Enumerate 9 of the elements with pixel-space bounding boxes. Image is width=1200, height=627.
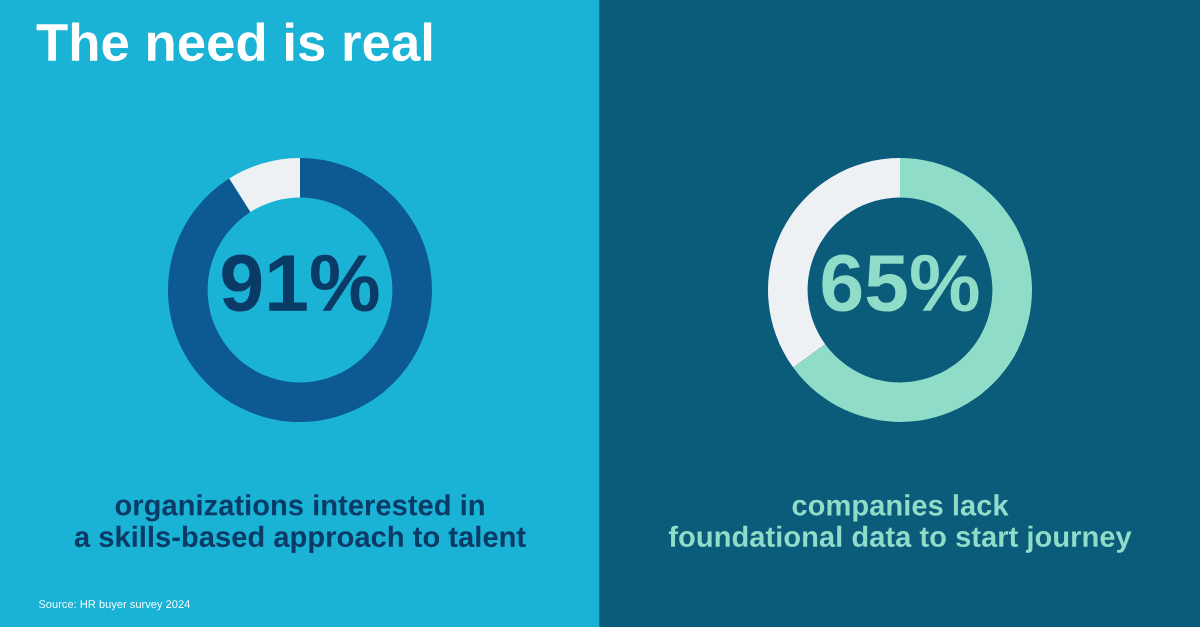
source-note: Source: HR buyer survey 2024 bbox=[38, 599, 190, 611]
donut-slice bbox=[793, 158, 1032, 422]
data-label: 65% bbox=[822, 254, 979, 312]
data-label: 91% bbox=[222, 254, 379, 312]
text: organizations interested in a skills-based approach to talent bbox=[74, 494, 526, 553]
chart-title: The need is real bbox=[36, 22, 432, 62]
donut-slice bbox=[229, 158, 300, 212]
donut-slice bbox=[168, 158, 432, 422]
text: companies lack foundational data to start journey bbox=[668, 494, 1132, 553]
